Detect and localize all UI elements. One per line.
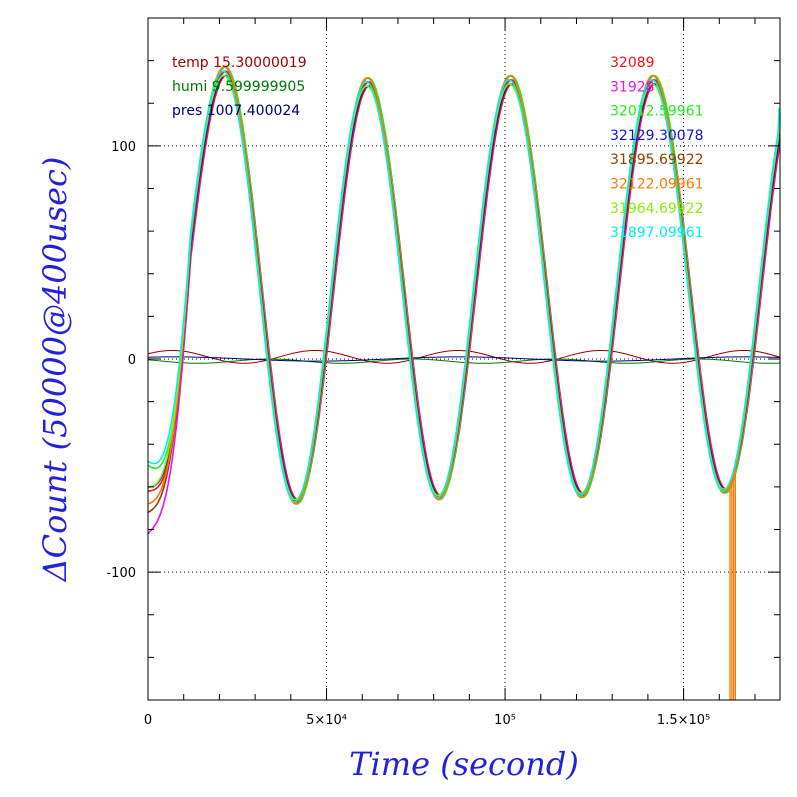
env-curve-temp (147, 350, 781, 364)
y-tick-label: 100 (111, 140, 136, 155)
series-legend-entry: 32012.59961 (610, 104, 704, 120)
y-axis-title: ΔCount (50000@400usec) (36, 157, 74, 584)
x-tick-label: 0 (144, 713, 152, 728)
series-legend-entry: 32129.30078 (610, 128, 704, 144)
plot-frame (147, 17, 781, 701)
x-tick-label: 5×10⁴ (306, 713, 347, 728)
series-line (147, 70, 781, 503)
y-tick-label: 0 (128, 353, 136, 368)
series-legend-entry: 31964.69922 (610, 201, 704, 217)
x-tick-label: 1.5×10⁵ (657, 713, 710, 728)
env-legend-entry: humi 9.599999905 (172, 79, 305, 95)
series-legend-entry: 31897.09961 (610, 225, 704, 241)
series-legend: 32089 31928 32012.59961 32129.30078 31895.69… (610, 55, 704, 241)
x-tick-label: 10⁵ (494, 713, 516, 728)
data-curves (147, 66, 781, 700)
x-tick-labels: 0 5×10⁴ 10⁵ 1.5×10⁵ (144, 713, 710, 728)
y-tick-labels: -100 0 100 (106, 140, 136, 581)
x-axis-title: Time (second) (349, 745, 579, 783)
env-legend: temp 15.30000019 humi 9.599999905 pres 100… (172, 55, 307, 119)
series-legend-entry: 31928 (610, 79, 655, 95)
series-legend-entry: 31895.69922 (610, 152, 704, 168)
env-legend-entry: pres 1007.400024 (172, 103, 300, 119)
env-legend-entry: temp 15.30000019 (172, 55, 307, 71)
y-tick-label: -100 (106, 566, 136, 581)
env-curve-pres (148, 356, 781, 362)
series-legend-entry: 32122.09961 (610, 177, 704, 193)
series-legend-entry: 32089 (610, 55, 655, 71)
